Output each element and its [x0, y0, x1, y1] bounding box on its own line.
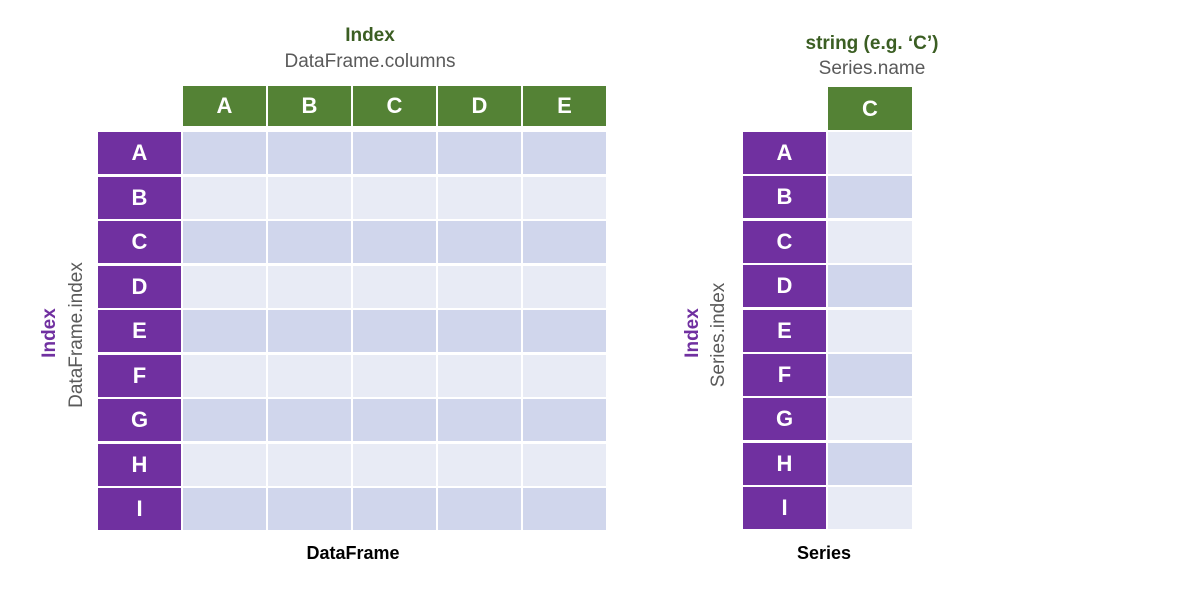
dataframe-cell	[353, 177, 436, 219]
dataframe-cell	[353, 488, 436, 530]
dataframe-cell	[523, 399, 606, 441]
dataframe-cell	[183, 444, 266, 486]
dataframe-column-header: B	[268, 86, 351, 126]
dataframe-row-header: F	[98, 355, 181, 397]
series-name-title: string (e.g. ‘C’)	[805, 33, 939, 54]
series-cell	[828, 354, 912, 396]
series-index-subtitle: Series.index	[708, 282, 729, 388]
dataframe-row-header: B	[98, 177, 181, 219]
dataframe-cell	[353, 266, 436, 308]
series-row-header: B	[743, 176, 826, 218]
dataframe-column-header: D	[438, 86, 521, 126]
series-name-subtitle: Series.name	[818, 58, 926, 79]
dataframe-cell	[353, 310, 436, 352]
dataframe-cell	[183, 355, 266, 397]
dataframe-cell	[438, 310, 521, 352]
dataframe-cell	[523, 177, 606, 219]
dataframe-cell	[353, 444, 436, 486]
dataframe-cell	[523, 444, 606, 486]
series-row-header: C	[743, 221, 826, 263]
dataframe-index-title: Index	[39, 308, 60, 358]
series-cell	[828, 398, 912, 440]
series-row-header: I	[743, 487, 826, 529]
dataframe-column-header: C	[353, 86, 436, 126]
dataframe-cell	[353, 399, 436, 441]
dataframe-cell	[268, 444, 351, 486]
series-row-header: A	[743, 132, 826, 174]
dataframe-columns-title: Index	[345, 25, 395, 46]
dataframe-row-header: A	[98, 132, 181, 174]
dataframe-cell	[268, 355, 351, 397]
dataframe-cell	[523, 132, 606, 174]
dataframe-cell	[183, 399, 266, 441]
dataframe-cell	[353, 221, 436, 263]
series-cell	[828, 132, 912, 174]
dataframe-cell	[268, 132, 351, 174]
series-cell	[828, 310, 912, 352]
dataframe-column-header: A	[183, 86, 266, 126]
dataframe-cell	[183, 488, 266, 530]
dataframe-cell	[523, 266, 606, 308]
dataframe-caption: DataFrame	[306, 543, 400, 563]
dataframe-cell	[438, 177, 521, 219]
dataframe-cell	[268, 266, 351, 308]
series-row-header: E	[743, 310, 826, 352]
dataframe-row-header: C	[98, 221, 181, 263]
series-index-title: Index	[682, 308, 703, 358]
series-row-header: H	[743, 443, 826, 485]
series-cell	[828, 443, 912, 485]
dataframe-cell	[523, 310, 606, 352]
dataframe-cell	[438, 488, 521, 530]
dataframe-cell	[183, 266, 266, 308]
series-name-header: C	[828, 87, 912, 130]
series-cell	[828, 487, 912, 529]
dataframe-cell	[523, 355, 606, 397]
dataframe-cell	[438, 355, 521, 397]
dataframe-row-header: H	[98, 444, 181, 486]
dataframe-cell	[523, 221, 606, 263]
dataframe-cell	[438, 221, 521, 263]
dataframe-cell	[183, 177, 266, 219]
dataframe-cell	[353, 355, 436, 397]
dataframe-row-header: G	[98, 399, 181, 441]
dataframe-cell	[183, 310, 266, 352]
dataframe-cell	[183, 132, 266, 174]
dataframe-cell	[268, 310, 351, 352]
series-row-header: G	[743, 398, 826, 440]
series-caption: Series	[796, 543, 852, 563]
dataframe-row-header: D	[98, 266, 181, 308]
series-cell	[828, 176, 912, 218]
dataframe-cell	[268, 177, 351, 219]
series-cell	[828, 221, 912, 263]
dataframe-index-subtitle: DataFrame.index	[66, 262, 87, 408]
series-row-header: F	[743, 354, 826, 396]
dataframe-cell	[438, 399, 521, 441]
dataframe-column-header: E	[523, 86, 606, 126]
dataframe-cell	[268, 221, 351, 263]
series-row-header: D	[743, 265, 826, 307]
dataframe-cell	[353, 132, 436, 174]
dataframe-cell	[183, 221, 266, 263]
dataframe-cell	[523, 488, 606, 530]
series-cell	[828, 265, 912, 307]
dataframe-row-header: I	[98, 488, 181, 530]
dataframe-cell	[438, 132, 521, 174]
dataframe-cell	[268, 488, 351, 530]
dataframe-cell	[438, 444, 521, 486]
dataframe-columns-subtitle: DataFrame.columns	[284, 51, 456, 72]
dataframe-cell	[438, 266, 521, 308]
dataframe-row-header: E	[98, 310, 181, 352]
dataframe-cell	[268, 399, 351, 441]
